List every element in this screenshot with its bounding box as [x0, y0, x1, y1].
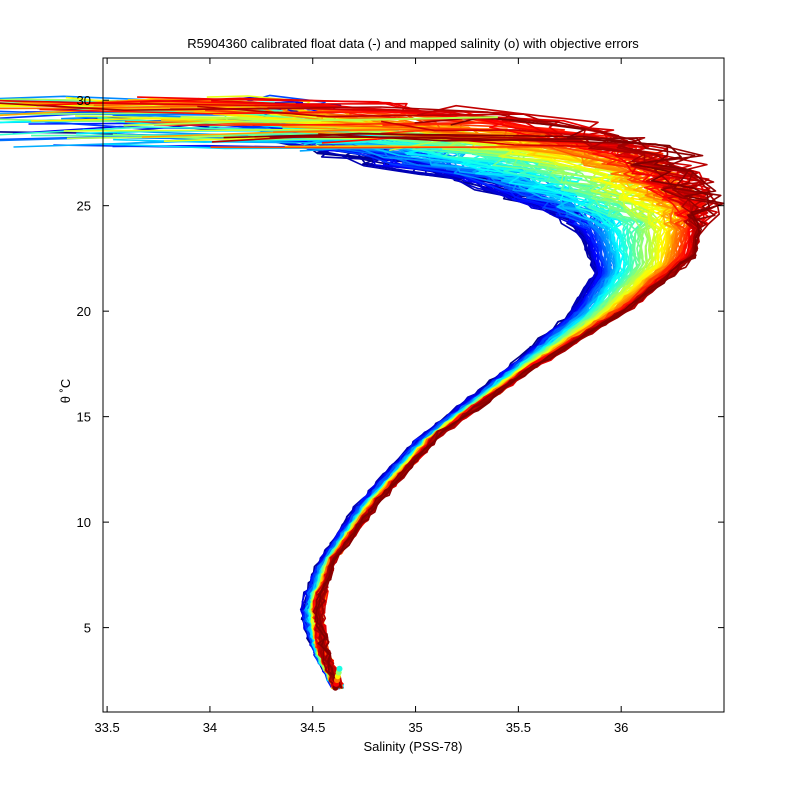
y-tick-label: 30 [77, 93, 91, 108]
y-tick-label: 10 [77, 515, 91, 530]
plot-frame [102, 57, 725, 713]
profile-line [318, 136, 721, 686]
series-layer [0, 94, 725, 691]
y-tick-label: 15 [77, 410, 91, 425]
profile-line [316, 133, 722, 689]
x-tick-label: 36 [614, 720, 628, 735]
y-tick-label: 5 [84, 621, 91, 636]
profile-line [123, 116, 498, 127]
x-tick-label: 35.5 [506, 720, 531, 735]
x-tick-label: 35 [408, 720, 422, 735]
profile-line [312, 137, 714, 689]
chart-title: R5904360 calibrated float data (-) and m… [187, 36, 639, 51]
profile-line [315, 115, 711, 689]
x-tick-label: 34.5 [300, 720, 325, 735]
y-tick-label: 25 [77, 199, 91, 214]
x-tick-label: 33.5 [94, 720, 119, 735]
mapped-salinity-marker [336, 665, 343, 672]
ticks-layer: 33.5 34 34.5 35 35.5 36 5 10 15 20 25 30 [77, 58, 724, 735]
y-tick-label: 20 [77, 304, 91, 319]
x-axis-label: Salinity (PSS-78) [364, 739, 463, 754]
y-axis-label: θ ˚C [58, 379, 73, 404]
x-tick-label: 34 [203, 720, 217, 735]
